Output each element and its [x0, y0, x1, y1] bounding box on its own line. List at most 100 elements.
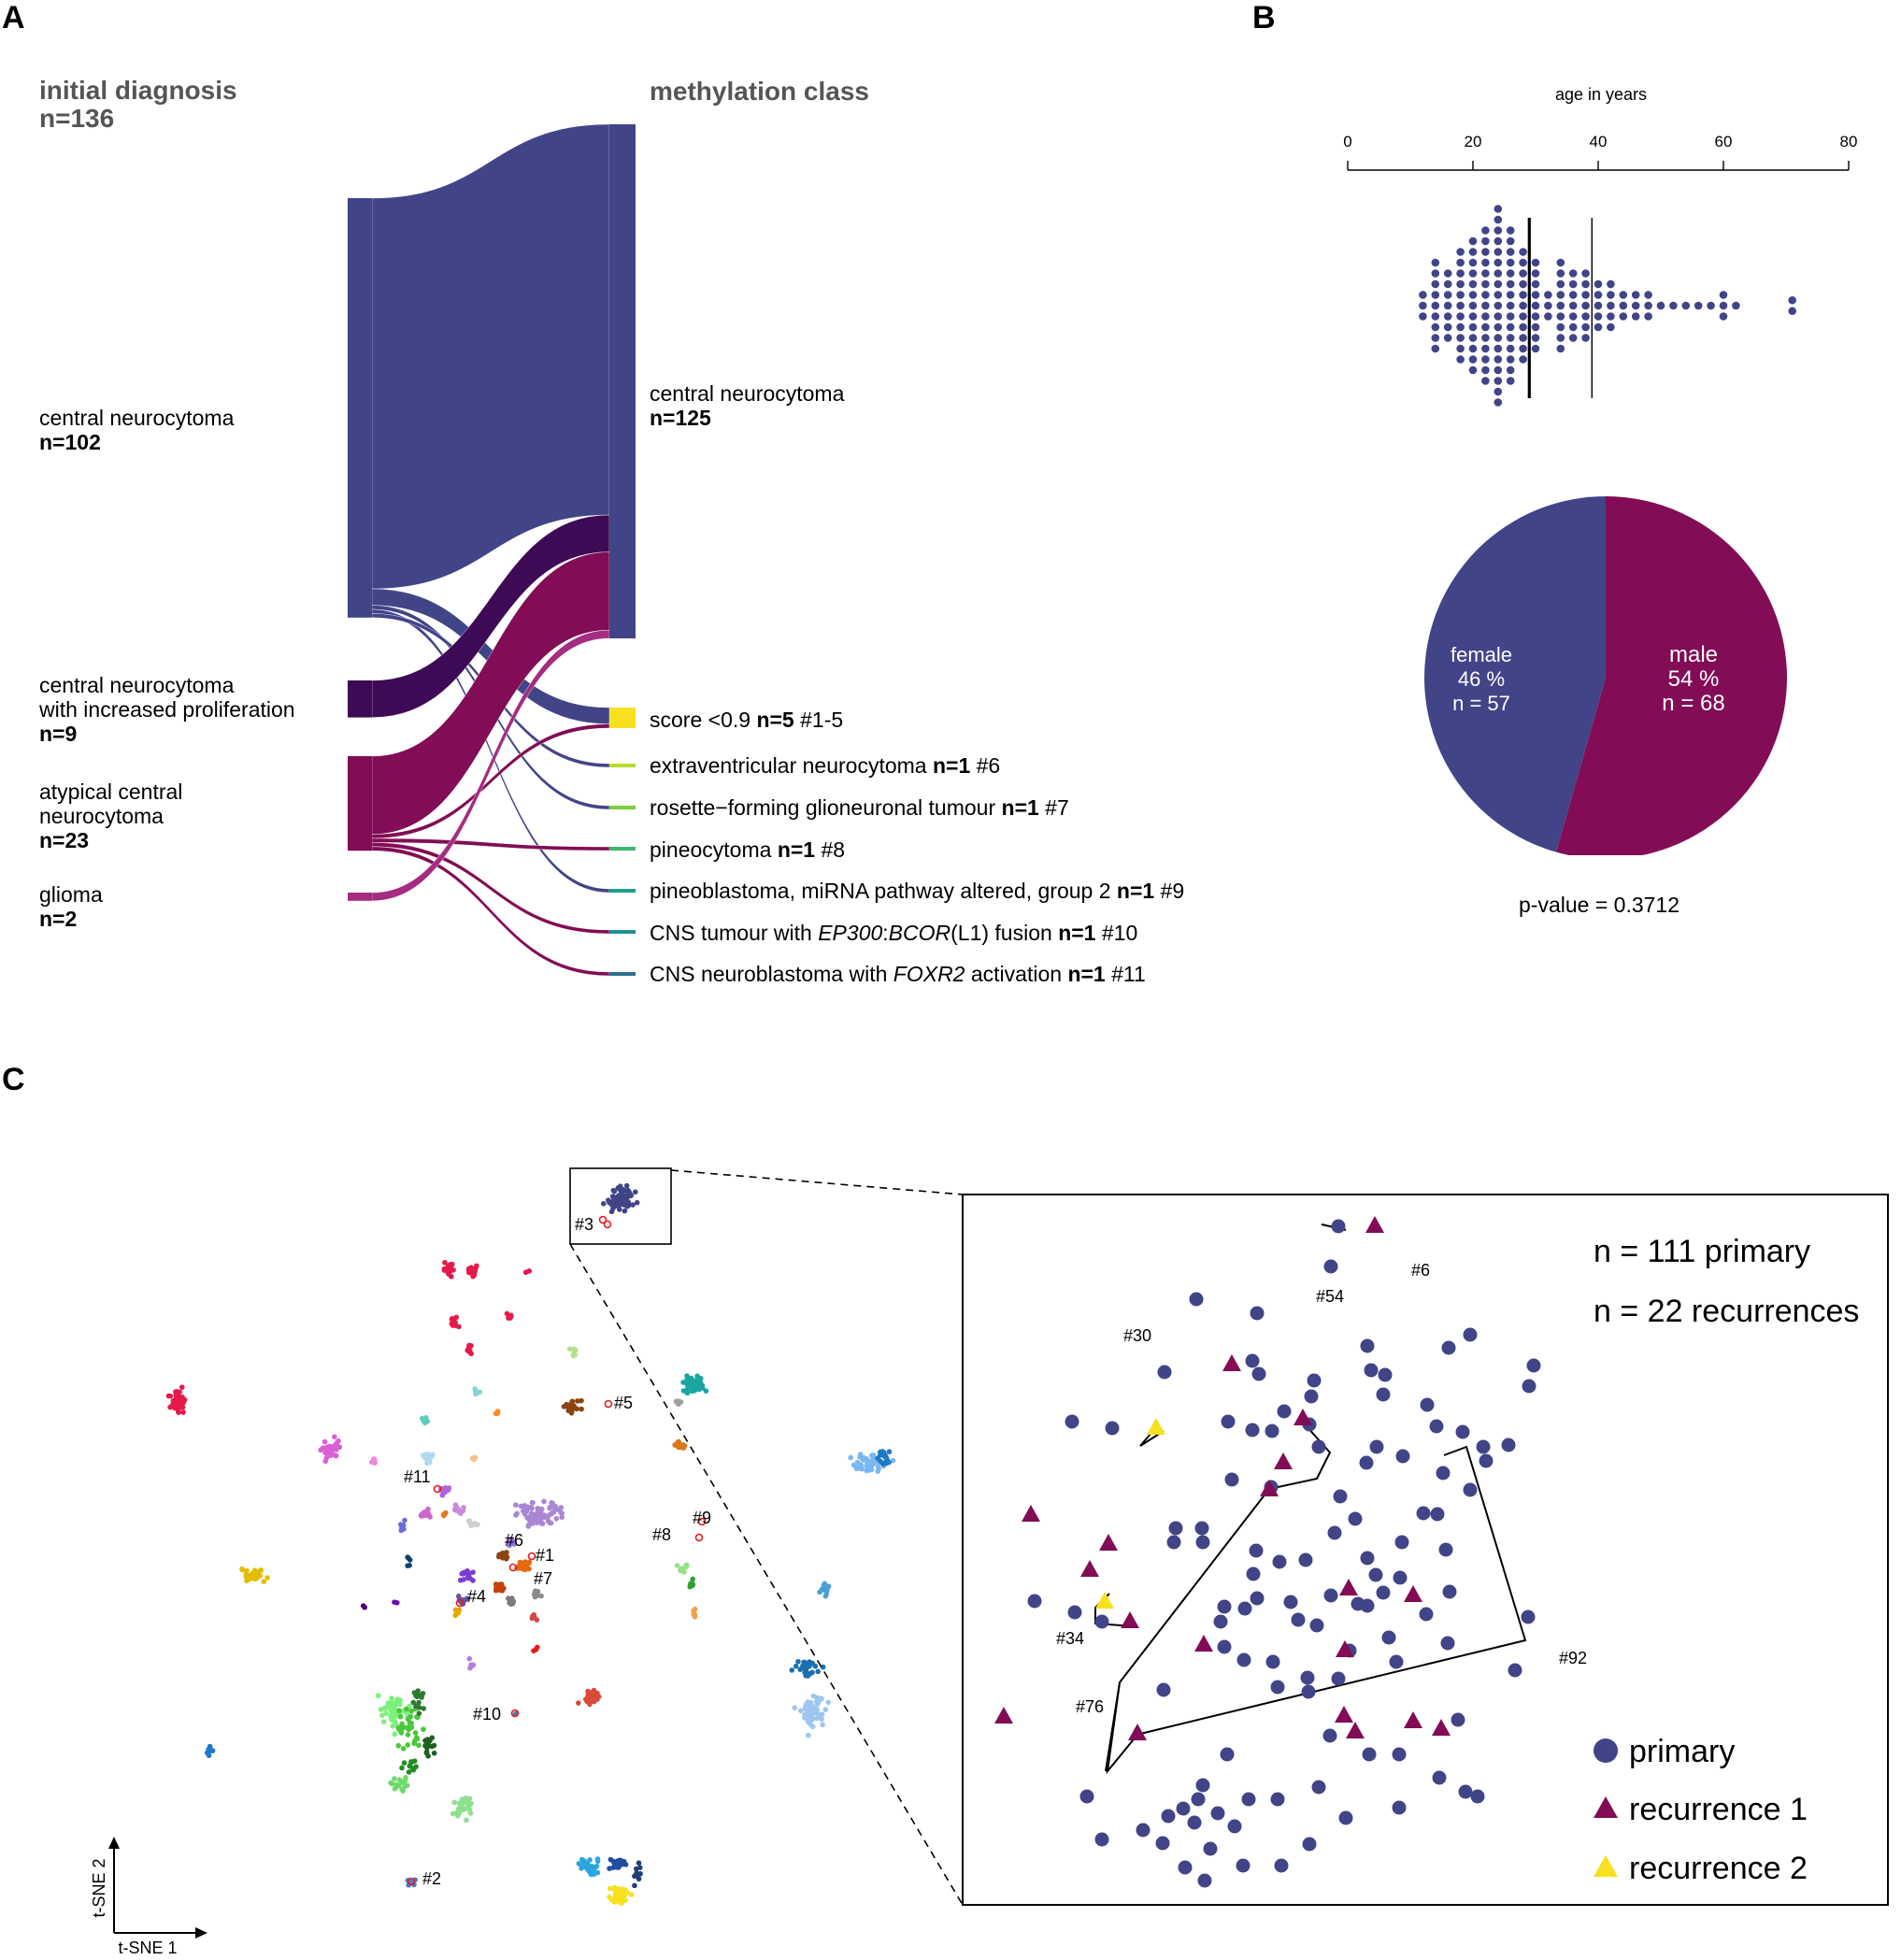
left-node-n: n=9 — [39, 722, 78, 746]
age-dot — [1419, 301, 1427, 310]
age-dot — [1494, 377, 1503, 385]
zoom-primary-point — [1067, 1605, 1082, 1620]
age-dot — [1494, 269, 1503, 278]
zoom-recurrence1-point — [1339, 1579, 1358, 1595]
tsne-point — [261, 1579, 267, 1584]
tsne-point — [405, 1742, 411, 1748]
age-dot — [1581, 334, 1590, 342]
sankey-right-node — [609, 708, 636, 728]
tsne-case-label: #5 — [614, 1394, 633, 1412]
tsne-point — [864, 1456, 870, 1462]
sankey-left-node — [348, 756, 372, 851]
age-dot — [1468, 322, 1478, 332]
tsne-point — [793, 1663, 799, 1669]
tsne-point — [248, 1573, 253, 1579]
tsne-point — [884, 1456, 890, 1463]
tsne-point — [331, 1443, 337, 1450]
tsne-point — [678, 1567, 684, 1574]
tsne-point — [623, 1193, 629, 1198]
age-dot — [1732, 301, 1740, 310]
tsne-point — [579, 1397, 584, 1404]
age-tick-label: 60 — [1715, 133, 1733, 150]
tsne-point — [812, 1663, 819, 1669]
tsne-point — [697, 1380, 704, 1386]
tsne-point — [416, 1742, 422, 1749]
zoom-primary-point — [1440, 1636, 1455, 1651]
age-dot — [1468, 334, 1478, 342]
sankey-right-header: methylation class — [650, 77, 869, 106]
age-dot — [1519, 279, 1527, 289]
age-dot — [1456, 291, 1465, 299]
tsne-point — [209, 1748, 216, 1753]
zoom-primary-point — [1394, 1535, 1409, 1550]
pie-slice-male — [1556, 496, 1787, 855]
zoom-primary-point — [1194, 1521, 1209, 1536]
zoom-recurrence1-point — [994, 1707, 1013, 1724]
left-node-n: n=102 — [39, 430, 101, 454]
tsne-point — [501, 1585, 507, 1592]
tsne-point — [390, 1717, 396, 1724]
tsne-point — [425, 1738, 432, 1744]
age-dot — [1594, 279, 1603, 289]
age-dot — [1719, 312, 1728, 321]
tsne-point — [870, 1455, 876, 1462]
tsne-point — [536, 1515, 542, 1522]
zoom-primary-point — [1065, 1414, 1079, 1429]
age-dot — [1594, 322, 1603, 332]
tsne-point — [623, 1182, 630, 1189]
tsne-point — [447, 1266, 452, 1272]
tsne-point — [636, 1865, 643, 1870]
tsne-point — [460, 1807, 466, 1812]
tsne-point — [465, 1518, 472, 1524]
tsne2-axis-arrow — [108, 1837, 120, 1849]
tsne-point — [691, 1610, 697, 1616]
tsne-point — [174, 1389, 180, 1395]
zoom-recurrence1-point — [1404, 1711, 1422, 1728]
tsne-point — [257, 1573, 263, 1579]
tsne-point — [684, 1381, 691, 1388]
age-dot — [1494, 344, 1503, 353]
zoom-primary-point — [1392, 1747, 1407, 1762]
age-dot — [1431, 269, 1440, 278]
age-dot — [1531, 279, 1540, 289]
tsne-case-label: #10 — [473, 1705, 501, 1724]
class-name: CNS neuroblastoma with — [650, 962, 893, 986]
tsne-point — [424, 1745, 430, 1751]
tsne-point — [465, 1347, 472, 1352]
tsne-point — [864, 1463, 869, 1469]
tsne-point — [388, 1712, 394, 1718]
age-dot — [1556, 258, 1565, 267]
age-dot — [1468, 344, 1478, 353]
tsne-point — [403, 1774, 408, 1781]
age-dot — [1494, 365, 1503, 375]
age-dot — [1631, 301, 1640, 310]
tsne-point — [450, 1316, 455, 1322]
zoom-recurrence1-point — [1080, 1560, 1099, 1577]
tsne-point — [585, 1694, 591, 1699]
age-dot — [1494, 291, 1503, 299]
class-name-end: (L1) fusion — [950, 921, 1059, 945]
tsne-point — [472, 1386, 478, 1392]
tsne-point — [416, 1710, 422, 1717]
zoom-primary-point — [1479, 1453, 1494, 1468]
sankey-left-header: initial diagnosis n=136 — [39, 77, 237, 133]
zoom-primary-point — [1364, 1363, 1379, 1378]
tsne-point — [393, 1701, 399, 1707]
tsne-point — [619, 1891, 625, 1897]
left-header-n: n=136 — [39, 104, 115, 133]
sex-pie-chart: female 46 % n = 57 male 54 % n = 68 — [1424, 496, 1787, 855]
zoom-case-label: #92 — [1559, 1649, 1587, 1667]
age-dot — [1556, 344, 1565, 353]
tsne-point — [576, 1700, 581, 1706]
tsne-point — [407, 1713, 414, 1720]
tsne-point — [587, 1864, 593, 1870]
tsne-point — [411, 1881, 417, 1888]
tsne-point — [676, 1399, 682, 1405]
age-axis-label: age in years — [1555, 85, 1647, 104]
zoom-primary-point — [1360, 1551, 1375, 1566]
age-dot — [1568, 322, 1578, 332]
tsne-point — [442, 1259, 448, 1266]
tsne1-axis-arrow — [195, 1927, 207, 1939]
tsne-point — [527, 1516, 534, 1523]
tsne-point — [506, 1315, 511, 1321]
